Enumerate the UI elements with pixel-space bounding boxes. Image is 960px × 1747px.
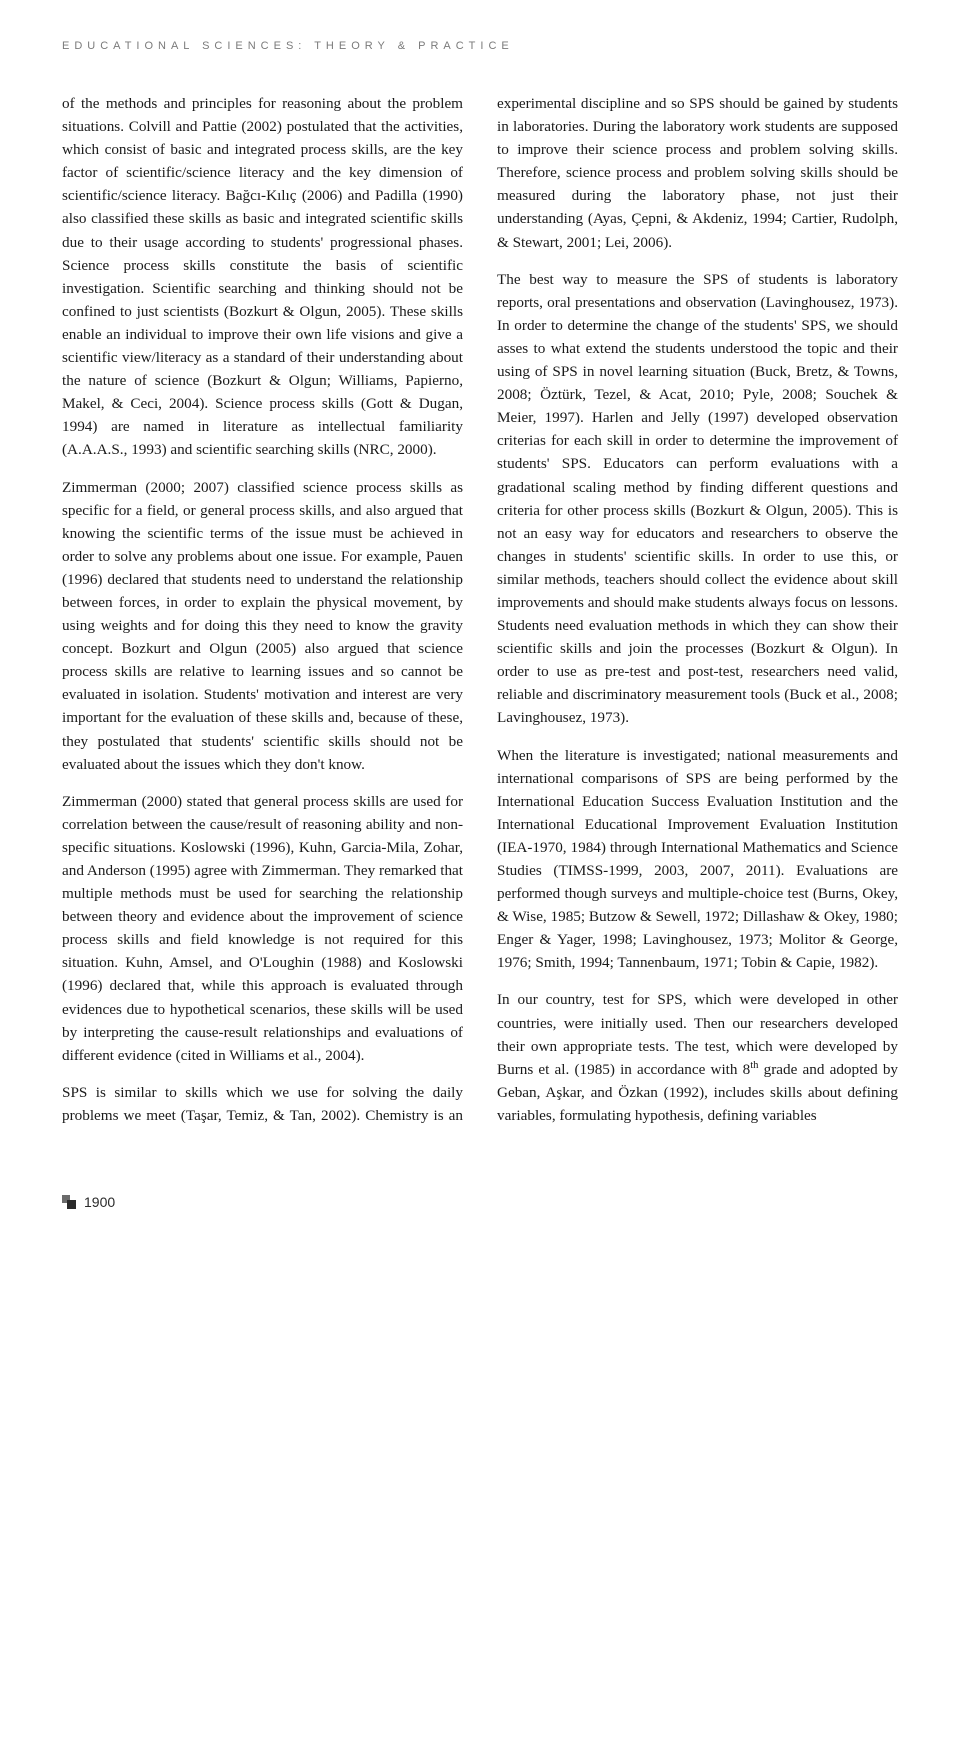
body-columns: of the methods and principles for reason… bbox=[62, 92, 898, 1134]
journal-header: EDUCATIONAL SCIENCES: THEORY & PRACTICE bbox=[62, 40, 898, 52]
footer-ornament-icon bbox=[62, 1195, 76, 1209]
paragraph: Zimmerman (2000) stated that general pro… bbox=[62, 790, 463, 1067]
paragraph: The best way to measure the SPS of stude… bbox=[497, 268, 898, 730]
page-footer: 1900 bbox=[62, 1194, 898, 1210]
paragraph: Zimmerman (2000; 2007) classified scienc… bbox=[62, 476, 463, 776]
paragraph: In our country, test for SPS, which were… bbox=[497, 988, 898, 1127]
paragraph: When the literature is investigated; nat… bbox=[497, 744, 898, 975]
page-number: 1900 bbox=[84, 1194, 115, 1210]
paragraph: of the methods and principles for reason… bbox=[62, 92, 463, 462]
ordinal-superscript: th bbox=[750, 1060, 758, 1071]
